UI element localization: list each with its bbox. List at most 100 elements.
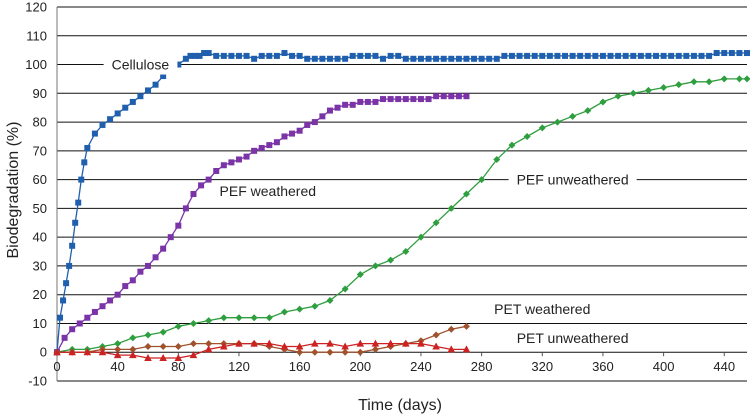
data-point-cellulose-13: [107, 116, 114, 123]
data-point-cellulose-8: [78, 176, 85, 183]
data-point-pef-unweathered-40: [660, 84, 668, 92]
data-point-pet-unweathered-4: [113, 351, 122, 359]
data-point-pef-unweathered-9: [189, 319, 197, 327]
y-tick-label-6: 50: [33, 201, 47, 216]
data-point-pef-unweathered-6: [144, 331, 152, 339]
y-tick-label-3: 20: [33, 287, 47, 302]
data-point-cellulose-24: [187, 52, 194, 59]
data-point-cellulose-10: [84, 144, 91, 151]
y-tick-label-4: 30: [33, 258, 47, 273]
data-point-pef-unweathered-33: [553, 118, 561, 126]
series-label-text-2: PEF unweathered: [517, 172, 629, 188]
data-point-cellulose-7: [75, 199, 82, 206]
data-point-cellulose-84: [630, 52, 637, 59]
data-point-cellulose-74: [554, 52, 561, 59]
data-point-pef-unweathered-5: [129, 334, 137, 342]
data-point-pet-weathered-8: [174, 342, 182, 350]
data-point-pef-unweathered-30: [508, 141, 516, 149]
data-point-pef-unweathered-35: [584, 107, 592, 115]
data-point-pet-unweathered-23: [401, 339, 410, 347]
series-line-pet-weathered: [57, 325, 467, 353]
data-point-pet-weathered-4: [114, 345, 122, 353]
data-point-pef-unweathered-45: [735, 75, 743, 83]
data-point-cellulose-45: [334, 55, 341, 62]
series-label-bg-3: [486, 299, 599, 320]
data-point-pef-weathered-48: [417, 96, 424, 103]
data-point-cellulose-51: [380, 55, 387, 62]
data-point-cellulose-33: [243, 52, 250, 59]
data-point-pef-unweathered-44: [720, 75, 728, 83]
data-point-cellulose-32: [235, 52, 242, 59]
data-point-cellulose-91: [683, 52, 690, 59]
data-point-cellulose-58: [433, 55, 440, 62]
data-point-cellulose-1: [57, 314, 64, 321]
data-point-pef-weathered-24: [235, 156, 242, 163]
series-line-pet-unweathered: [57, 342, 467, 359]
data-point-pef-unweathered-27: [462, 190, 470, 198]
data-point-pet-weathered-5: [129, 345, 137, 353]
data-point-pet-weathered-10: [205, 340, 213, 348]
data-point-cellulose-15: [122, 104, 129, 111]
x-tick-label-0: 0: [53, 359, 60, 374]
data-point-pef-unweathered-18: [326, 296, 334, 304]
data-point-pef-weathered-18: [190, 191, 197, 197]
data-point-pef-unweathered-29: [493, 155, 501, 163]
series-label-text-1: PEF weathered: [220, 183, 317, 199]
data-point-pef-weathered-8: [114, 291, 121, 298]
data-point-cellulose-41: [304, 55, 311, 62]
x-tick-label-4: 160: [289, 359, 311, 374]
data-point-cellulose-17: [137, 93, 144, 100]
data-point-cellulose-20: [160, 73, 167, 80]
data-point-pef-unweathered-43: [705, 78, 713, 86]
data-point-cellulose-22: [175, 61, 182, 68]
data-point-pef-weathered-34: [311, 119, 318, 126]
data-point-pef-weathered-49: [425, 96, 432, 103]
data-point-pef-unweathered-39: [644, 86, 652, 94]
data-point-cellulose-64: [478, 55, 485, 62]
x-tick-label-10: 400: [653, 359, 675, 374]
data-point-cellulose-79: [592, 52, 599, 59]
data-point-pef-weathered-54: [463, 93, 470, 100]
data-point-cellulose-60: [448, 55, 455, 62]
data-point-cellulose-31: [228, 52, 235, 59]
data-point-pef-weathered-50: [433, 93, 440, 100]
data-point-cellulose-35: [258, 52, 265, 59]
data-point-pef-unweathered-41: [675, 81, 683, 89]
data-point-pef-weathered-12: [144, 262, 151, 269]
data-point-cellulose-92: [690, 52, 697, 59]
data-point-pet-unweathered-12: [235, 339, 243, 347]
data-point-cellulose-57: [425, 55, 432, 62]
y-tick-label-1: 0: [40, 345, 47, 360]
data-point-cellulose-98: [736, 50, 743, 57]
x-tick-label-11: 440: [713, 359, 735, 374]
data-point-pef-weathered-53: [455, 93, 462, 100]
data-point-pet-unweathered-7: [159, 353, 167, 361]
data-point-cellulose-89: [668, 52, 675, 59]
data-point-cellulose-26: [196, 52, 203, 59]
data-point-cellulose-55: [410, 55, 417, 62]
y-tick-label-8: 70: [33, 143, 47, 158]
data-point-cellulose-65: [486, 55, 493, 62]
data-point-pef-weathered-15: [167, 234, 174, 241]
data-point-pef-unweathered-46: [743, 75, 750, 83]
data-point-cellulose-56: [417, 55, 424, 62]
data-point-pef-weathered-7: [107, 297, 114, 304]
series-label-text-4: PET unweathered: [517, 330, 629, 346]
data-point-cellulose-42: [311, 55, 318, 62]
data-point-cellulose-53: [395, 52, 402, 59]
data-point-pef-unweathered-23: [402, 248, 410, 256]
y-tick-label-10: 90: [33, 86, 47, 101]
data-point-cellulose-99: [744, 50, 750, 57]
data-point-pef-unweathered-20: [356, 271, 364, 279]
data-point-pet-unweathered-8: [174, 353, 183, 361]
data-point-pef-weathered-31: [289, 130, 296, 137]
data-point-cellulose-82: [615, 52, 622, 59]
series-label-text-0: Cellulose: [112, 57, 170, 73]
data-point-pet-unweathered-2: [83, 348, 92, 356]
data-point-pet-unweathered-6: [144, 353, 152, 361]
data-point-cellulose-68: [508, 52, 515, 59]
series-label-bg-2: [508, 169, 637, 190]
data-point-cellulose-70: [524, 52, 531, 59]
data-point-pet-unweathered-1: [68, 348, 76, 356]
data-point-cellulose-23: [182, 55, 189, 62]
